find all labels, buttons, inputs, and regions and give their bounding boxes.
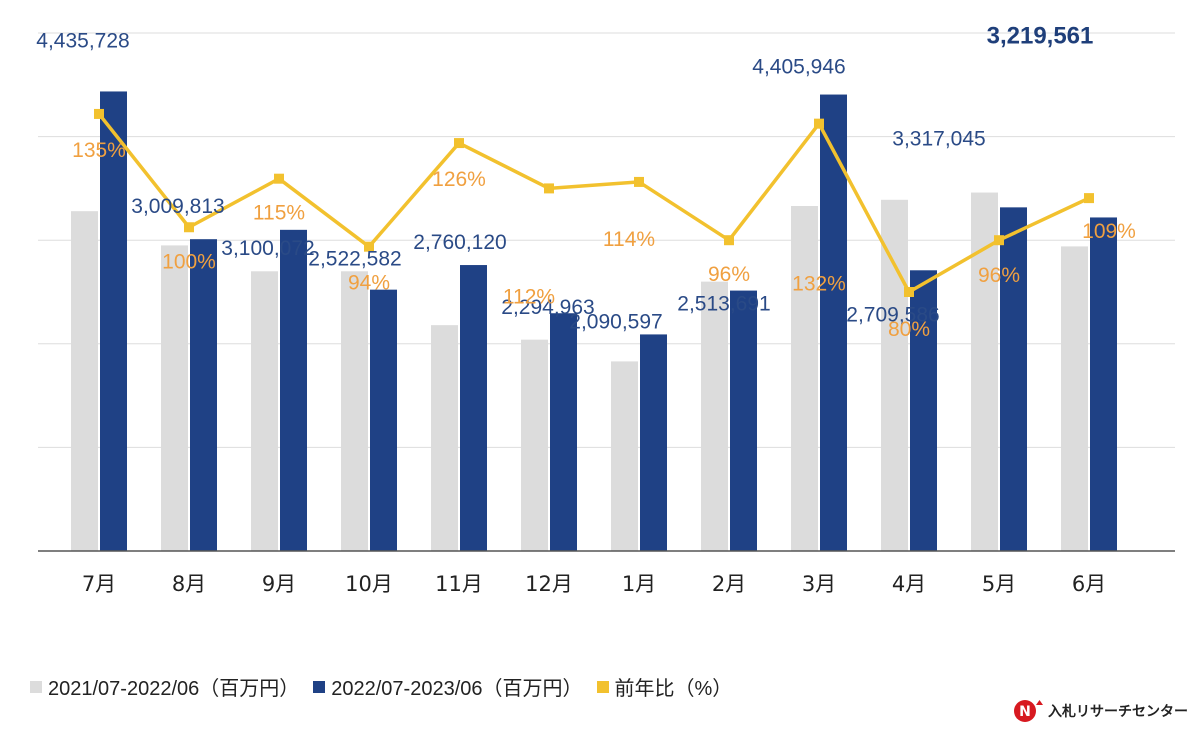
ratio-marker-12 (1084, 193, 1094, 204)
bar-2022-5 (460, 265, 487, 551)
bar-2022-8 (730, 290, 757, 551)
legend-label-ratio: 前年比（%） (614, 678, 733, 700)
bar-2022-3 (280, 229, 307, 552)
brand-logo: N 入札リサーチセンター (1014, 699, 1188, 723)
value-label-2: 3,009,813 (131, 195, 224, 218)
legend: 2021/07-2022/06（百万円） 2022/07-2023/06（百万円… (30, 672, 746, 701)
ratio-marker-5 (454, 138, 464, 149)
ratio-marker-7 (634, 176, 644, 187)
bar-2022-11 (1000, 207, 1027, 552)
bar-2022-9 (820, 94, 847, 551)
x-tick-10: 4月 (892, 572, 926, 596)
svg-text:N: N (1019, 704, 1031, 720)
percent-label-9: 132% (792, 273, 846, 296)
ratio-marker-8 (724, 235, 734, 246)
legend-item-ratio: 前年比（%） (596, 672, 733, 701)
percent-label-3: 115% (253, 202, 305, 225)
x-tick-5: 11月 (435, 572, 483, 596)
percent-label-1: 135% (72, 139, 126, 162)
value-label-7: 2,090,597 (569, 310, 662, 333)
bar-2021-7 (611, 361, 638, 551)
ratio-marker-3 (274, 173, 284, 184)
value-label-1: 4,435,728 (36, 29, 129, 52)
bar-2022-7 (640, 334, 667, 551)
value-label-6: 2,294,963 (501, 296, 594, 319)
bar-2021-9 (791, 206, 818, 551)
percent-label-5: 126% (432, 168, 486, 191)
bar-2021-5 (431, 325, 458, 551)
legend-swatch-ratio (596, 680, 609, 693)
legend-item-2021: 2021/07-2022/06（百万円） (30, 672, 299, 701)
ratio-marker-11 (994, 235, 1004, 246)
ratio-marker-9 (814, 118, 824, 129)
x-tick-2: 8月 (172, 572, 206, 596)
value-label-3: 3,100,072 (221, 237, 314, 260)
percent-label-12: 109% (1082, 220, 1136, 243)
ratio-marker-6 (544, 183, 554, 194)
bar-2022-10 (910, 270, 937, 551)
value-label-10: 2,709,586 (846, 303, 939, 326)
brand-name: 入札リサーチセンター (1048, 704, 1188, 720)
x-tick-8: 2月 (712, 572, 746, 596)
bar-2022-6 (550, 313, 577, 551)
x-tick-3: 9月 (262, 572, 296, 596)
value-label-9: 4,405,946 (752, 56, 845, 79)
bar-2021-6 (521, 339, 548, 551)
ratio-marker-10 (904, 287, 914, 297)
legend-item-2022: 2022/07-2023/06（百万円） (313, 672, 583, 701)
percent-labels: 135% 100% 115% 94% 126% 112% 114% 96% 132% 80% 96%… (72, 139, 1136, 341)
bar-2021-1 (71, 211, 98, 551)
percent-label-8: 96% (708, 263, 750, 286)
value-label-8: 2,513,691 (677, 293, 770, 316)
chart: 7月 8月 9月 10月 11月 12月 1月 2月 3月 4月 5月 6月 4,435,728 3,0… (36, 22, 1175, 596)
ratio-line (94, 108, 1094, 297)
series-2022-bars (100, 91, 1117, 552)
x-tick-labels: 7月 8月 9月 10月 11月 12月 1月 2月 3月 4月 5月 6月 (82, 572, 1106, 596)
ratio-marker-2 (184, 222, 194, 233)
bar-2022-2 (190, 239, 217, 551)
bar-2022-1 (100, 91, 127, 551)
legend-label-2021: 2021/07-2022/06（百万円） (48, 678, 300, 700)
x-tick-9: 3月 (802, 572, 836, 596)
value-label-11: 3,317,045 (892, 127, 985, 150)
bar-2021-8 (701, 281, 728, 551)
ratio-marker-1 (94, 108, 104, 119)
legend-swatch-2021 (30, 680, 42, 693)
percent-label-7: 114% (603, 228, 655, 251)
ratio-marker-4 (364, 241, 374, 252)
bar-2021-4 (341, 271, 368, 551)
ratio-line-path (97, 112, 1090, 294)
value-label-12: 3,219,561 (987, 22, 1094, 49)
bar-2021-11 (971, 192, 998, 551)
bar-2021-2 (161, 245, 188, 551)
percent-label-6: 112% (503, 285, 555, 308)
x-tick-11: 5月 (982, 572, 1016, 596)
value-label-4: 2,522,582 (308, 248, 401, 271)
value-label-5: 2,760,120 (413, 231, 506, 254)
brand-mark-icon: N (1014, 700, 1043, 722)
x-tick-4: 10月 (345, 572, 393, 596)
bar-2021-10 (881, 199, 908, 551)
x-tick-1: 7月 (82, 572, 116, 596)
legend-label-2022: 2022/07-2023/06（百万円） (331, 678, 583, 700)
legend-swatch-2022 (313, 680, 326, 693)
x-tick-7: 1月 (622, 572, 656, 596)
bar-2021-3 (251, 271, 278, 551)
series-2021-bars (71, 192, 1088, 551)
percent-label-10: 80% (888, 318, 930, 341)
percent-label-4: 94% (348, 272, 390, 295)
x-tick-6: 12月 (525, 572, 573, 596)
bar-2022-12 (1090, 217, 1117, 551)
x-tick-12: 6月 (1072, 572, 1106, 596)
percent-label-11: 96% (978, 264, 1020, 287)
bar-2022-4 (370, 289, 397, 551)
percent-label-2: 100% (162, 250, 216, 273)
bar-2021-12 (1061, 246, 1088, 551)
